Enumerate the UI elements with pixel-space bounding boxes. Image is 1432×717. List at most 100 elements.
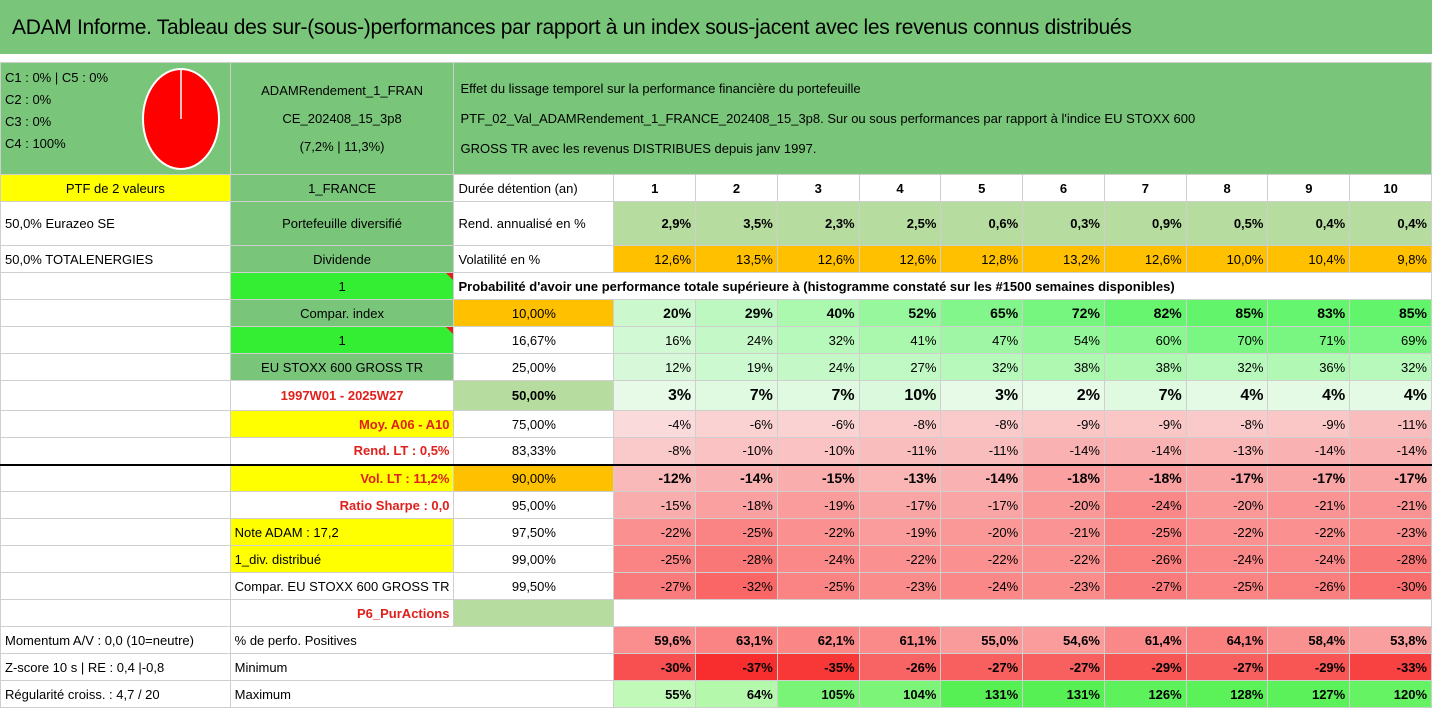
vol-label: Volatilité en % xyxy=(453,245,615,273)
probability-value: -14% xyxy=(1349,437,1432,465)
composition-cell: C1 : 0% | C5 : 0% C2 : 0% C3 : 0% C4 : 100% xyxy=(0,62,231,175)
header-row: C1 : 0% | C5 : 0% C2 : 0% C3 : 0% C4 : 100%… xyxy=(0,62,1432,175)
year-header: 8 xyxy=(1185,174,1269,202)
probability-value: 24% xyxy=(695,326,778,354)
probability-value: -23% xyxy=(858,572,942,600)
probability-value: 32% xyxy=(940,353,1024,381)
year-header: 7 xyxy=(1103,174,1187,202)
probability-value: -13% xyxy=(858,463,942,492)
probability-value: 69% xyxy=(1349,326,1432,354)
minimum-value: -27% xyxy=(1185,653,1269,681)
probability-value: 4% xyxy=(1185,380,1269,411)
probability-value: 3% xyxy=(940,380,1024,411)
market-label: 1_FRANCE xyxy=(229,174,455,202)
threshold-row: 1997W01 - 2025W27 50,00% 3% 7% 7% 10% 3% 2% 7% 4%… xyxy=(0,380,1432,411)
probability-value: -18% xyxy=(695,491,778,519)
probability-value: -25% xyxy=(1185,572,1269,600)
year-header: 5 xyxy=(940,174,1024,202)
probability-value: -23% xyxy=(1022,572,1105,600)
probability-value: -20% xyxy=(1022,491,1105,519)
probability-value: -10% xyxy=(776,437,860,465)
probability-value: -22% xyxy=(858,545,942,573)
empty-cell xyxy=(0,572,231,600)
threshold-row: Ratio Sharpe : 0,0 95,00% -15% -18% -19% -17%… xyxy=(0,491,1432,519)
threshold-value: 50,00% xyxy=(453,380,615,411)
empty-cell xyxy=(0,599,231,627)
probability-value: 52% xyxy=(858,299,942,327)
empty-cell xyxy=(0,437,231,465)
probability-value: -14% xyxy=(940,463,1024,492)
category-swatch xyxy=(453,599,615,627)
probability-value: -13% xyxy=(1185,437,1269,465)
vol-value: 12,6% xyxy=(1103,245,1187,273)
threshold-value: 10,00% xyxy=(453,299,615,327)
probability-value: 3% xyxy=(613,380,697,411)
maximum-value: 131% xyxy=(1022,680,1105,708)
probability-value: -24% xyxy=(1185,545,1269,573)
maximum-label: Maximum xyxy=(229,680,615,708)
empty-cell xyxy=(0,299,231,327)
dividend-mode: 1_div. distribué xyxy=(229,545,455,573)
probability-value: -25% xyxy=(1103,518,1187,546)
minimum-value: -33% xyxy=(1349,653,1432,681)
probability-value: -17% xyxy=(1267,463,1351,492)
probability-value: 36% xyxy=(1267,353,1351,381)
maximum-row: Régularité croiss. : 4,7 / 20 Maximum 55% 6… xyxy=(0,680,1432,708)
probability-value: 40% xyxy=(776,299,860,327)
year-header: 10 xyxy=(1349,174,1432,202)
probability-value: -15% xyxy=(776,463,860,492)
positive-label: % de perfo. Positives xyxy=(229,626,615,654)
probability-value: -25% xyxy=(695,518,778,546)
probability-value: -21% xyxy=(1349,491,1432,519)
probability-value: 72% xyxy=(1022,299,1105,327)
minimum-value: -27% xyxy=(940,653,1024,681)
probability-value: -27% xyxy=(613,572,697,600)
probability-value: -25% xyxy=(776,572,860,600)
empty-cell xyxy=(0,272,231,300)
portfolio-count: PTF de 2 valeurs xyxy=(0,174,231,202)
probability-value: -22% xyxy=(776,518,860,546)
vol-value: 9,8% xyxy=(1349,245,1432,273)
vol-value: 12,6% xyxy=(776,245,860,273)
probability-value: -22% xyxy=(613,518,697,546)
threshold-value: 83,33% xyxy=(453,437,615,465)
probability-value: -11% xyxy=(858,437,942,465)
positive-value: 55,0% xyxy=(940,626,1024,654)
empty-cell xyxy=(0,518,231,546)
rend-value: 2,9% xyxy=(613,201,697,246)
probability-value: -8% xyxy=(613,437,697,465)
positive-value: 53,8% xyxy=(1349,626,1432,654)
empty-cell xyxy=(0,353,231,381)
probability-value: 71% xyxy=(1267,326,1351,354)
probability-value: -17% xyxy=(1185,463,1269,492)
rend-value: 2,5% xyxy=(858,201,942,246)
vol-value: 13,5% xyxy=(695,245,778,273)
probability-value: -24% xyxy=(940,572,1024,600)
threshold-value: 90,00% xyxy=(453,463,615,492)
probability-value: -20% xyxy=(1185,491,1269,519)
probability-value: -22% xyxy=(940,545,1024,573)
probability-label: Probabilité d'avoir une performance tota… xyxy=(453,272,1432,300)
portfolio-name-line: (7,2% | 11,3%) xyxy=(299,138,385,154)
index-name: EU STOXX 600 GROSS TR xyxy=(229,353,455,381)
positive-value: 59,6% xyxy=(613,626,697,654)
probability-value: -18% xyxy=(1103,463,1187,492)
probability-value: -27% xyxy=(1103,572,1187,600)
probability-value: 4% xyxy=(1267,380,1351,411)
threshold-row: 1 16,67% 16% 24% 32% 41% 47% 54% 60% 70% 71% 69% xyxy=(0,326,1432,354)
probability-value: 19% xyxy=(695,353,778,381)
probability-value: -4% xyxy=(613,410,697,438)
vol-value: 10,4% xyxy=(1267,245,1351,273)
probability-value: -15% xyxy=(613,491,697,519)
year-header: 1 xyxy=(613,174,697,202)
selector-value: 1 xyxy=(229,272,455,300)
probability-value: -8% xyxy=(858,410,942,438)
threshold-row: Vol. LT : 11,2% 90,00% -12% -14% -15% -13% -14… xyxy=(0,463,1432,492)
minimum-row: Z-score 10 s | RE : 0,4 |-0,8 Minimum -30%… xyxy=(0,653,1432,681)
holding-2: 50,0% TOTALENERGIES xyxy=(0,245,231,273)
maximum-value: 120% xyxy=(1349,680,1432,708)
year-header: 6 xyxy=(1022,174,1105,202)
long-term-volatility: Vol. LT : 11,2% xyxy=(229,463,455,492)
probability-value: 60% xyxy=(1103,326,1187,354)
positive-row: Momentum A/V : 0,0 (10=neutre)% de perfo… xyxy=(0,626,1432,654)
